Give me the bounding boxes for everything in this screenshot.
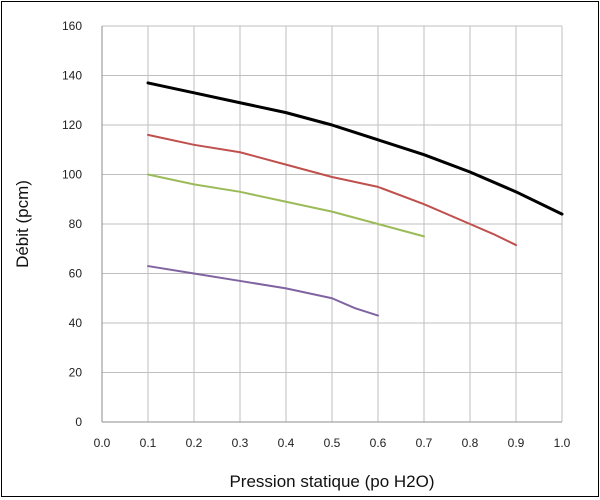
y-tick-label: 40 bbox=[69, 316, 83, 330]
y-tick-label: 60 bbox=[69, 267, 83, 281]
x-tick-label: 0.9 bbox=[508, 436, 525, 450]
x-tick-label: 0.6 bbox=[370, 436, 387, 450]
x-tick-label: 0.3 bbox=[232, 436, 249, 450]
series-line-2 bbox=[147, 133, 517, 247]
y-axis-label: Débit (pcm) bbox=[13, 180, 32, 268]
series-lines bbox=[146, 81, 564, 317]
x-tick-label: 1.0 bbox=[554, 436, 571, 450]
x-tick-label: 0.1 bbox=[140, 436, 157, 450]
y-tick-label: 80 bbox=[69, 217, 83, 231]
y-tick-label: 20 bbox=[69, 366, 83, 380]
x-tick-label: 0.2 bbox=[186, 436, 203, 450]
series-line-1 bbox=[146, 81, 564, 216]
y-tick-label: 0 bbox=[75, 415, 82, 429]
series-line-3 bbox=[147, 173, 425, 238]
x-tick-label: 0.7 bbox=[416, 436, 433, 450]
y-tick-label: 120 bbox=[62, 118, 82, 132]
x-axis-ticks: 0.0 0.1 0.2 0.3 0.4 0.5 0.6 0.7 0.8 0.9 1.0 bbox=[94, 436, 571, 450]
x-tick-label: 0.5 bbox=[324, 436, 341, 450]
x-axis-label: Pression statique (po H2O) bbox=[229, 472, 434, 491]
y-tick-label: 140 bbox=[62, 69, 82, 83]
y-tick-label: 100 bbox=[62, 168, 82, 182]
x-tick-label: 0.0 bbox=[94, 436, 111, 450]
y-tick-label: 160 bbox=[62, 19, 82, 33]
y-axis-ticks: 0 20 40 60 80 100 120 140 160 bbox=[62, 19, 82, 429]
gridlines bbox=[101, 25, 563, 423]
x-tick-label: 0.8 bbox=[462, 436, 479, 450]
x-tick-label: 0.4 bbox=[278, 436, 295, 450]
series-line-4 bbox=[147, 265, 379, 317]
